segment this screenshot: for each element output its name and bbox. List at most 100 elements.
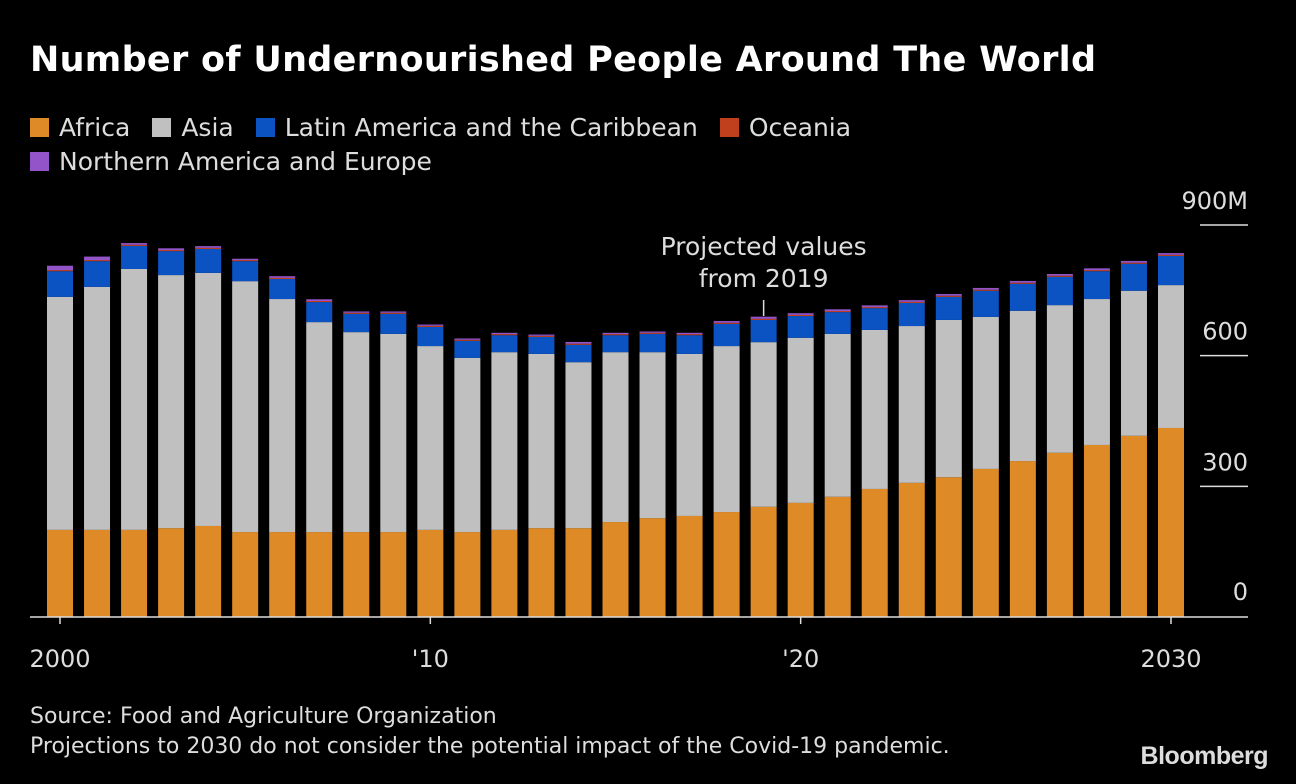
bar-2003 <box>158 248 185 617</box>
bar-2025 <box>972 287 999 617</box>
bar-segment <box>84 261 111 287</box>
y-tick-label: 600 <box>1202 318 1248 346</box>
bar-segment <box>195 247 222 249</box>
bar-segment <box>1158 285 1184 428</box>
bar-segment <box>861 488 888 617</box>
bar-segment <box>713 322 740 324</box>
bar-segment <box>824 333 851 497</box>
bar-2030 <box>1158 253 1184 617</box>
bar-2020 <box>787 313 814 617</box>
bar-segment <box>380 333 407 533</box>
bar-segment <box>454 339 481 341</box>
bar-2016 <box>639 331 666 617</box>
bar-2001 <box>84 256 111 617</box>
bar-segment <box>158 250 185 252</box>
bar-segment <box>1158 427 1184 617</box>
bar-segment <box>491 332 518 335</box>
bar-segment <box>972 287 999 290</box>
bar-segment <box>787 337 814 503</box>
bar-segment <box>824 312 851 334</box>
bar-segment <box>380 312 407 314</box>
bar-segment <box>269 277 296 280</box>
bar-segment <box>491 352 518 530</box>
legend-swatch <box>255 117 275 137</box>
bar-segment <box>1046 276 1073 306</box>
bar-2028 <box>1083 268 1110 617</box>
bar-segment <box>639 332 666 334</box>
legend-label: Oceania <box>748 112 852 142</box>
bar-segment <box>1120 290 1147 436</box>
bar-segment <box>454 340 481 358</box>
bar-segment <box>1158 253 1184 255</box>
bar-segment <box>1120 435 1147 617</box>
bar-segment <box>565 341 592 344</box>
bar-segment <box>158 275 185 529</box>
bar-segment <box>787 316 814 338</box>
bar-segment <box>713 321 740 323</box>
bar-segment <box>232 532 259 617</box>
bar-segment <box>898 302 925 327</box>
bar-segment <box>528 334 555 336</box>
y-tick-label: 0 <box>1233 578 1248 606</box>
bar-segment <box>898 301 925 303</box>
bar-segment <box>417 346 444 530</box>
bar-segment <box>750 318 777 320</box>
bar-segment <box>713 346 740 513</box>
y-tick-label: 300 <box>1202 448 1248 476</box>
y-tick-label: 900M <box>1181 187 1248 215</box>
bar-segment <box>491 529 518 617</box>
bar-segment <box>1046 305 1073 453</box>
bar-segment <box>195 246 222 248</box>
bar-segment <box>158 251 185 276</box>
bar-segment <box>47 270 73 272</box>
bar-segment <box>47 271 73 297</box>
bar-segment <box>454 338 481 340</box>
legend-swatch <box>30 117 49 137</box>
bar-2022 <box>861 305 888 617</box>
bar-2017 <box>676 332 703 617</box>
legend-label: Asia <box>181 112 234 142</box>
bar-2014 <box>565 341 592 617</box>
legend-swatch <box>152 117 172 137</box>
bar-segment <box>158 528 185 617</box>
bar-segment <box>491 335 518 353</box>
bar-segment <box>343 532 370 617</box>
annotation-line2: from 2019 <box>699 264 829 293</box>
bar-segment <box>1158 254 1184 256</box>
x-tick-label: '10 <box>412 645 449 673</box>
bar-segment <box>232 261 259 282</box>
bar-segment <box>528 335 555 337</box>
bar-2011 <box>454 338 481 617</box>
bar-segment <box>898 326 925 483</box>
bar-segment <box>269 532 296 617</box>
bar-segment <box>602 522 629 617</box>
bar-segment <box>972 289 999 291</box>
bar-segment <box>84 286 111 530</box>
bar-segment <box>232 258 259 261</box>
bar-segment <box>861 308 888 330</box>
bar-segment <box>84 256 111 261</box>
bar-segment <box>713 512 740 617</box>
bar-segment <box>935 295 962 297</box>
bar-segment <box>1009 283 1036 311</box>
bar-segment <box>972 290 999 317</box>
bar-segment <box>565 344 592 363</box>
bar-segment <box>47 529 73 617</box>
bar-segment <box>750 316 777 319</box>
bar-segment <box>454 532 481 617</box>
bar-segment <box>565 362 592 529</box>
bar-2019 <box>750 316 777 617</box>
bar-segment <box>1046 274 1073 276</box>
bar-segment <box>676 334 703 336</box>
x-tick-label: '20 <box>782 645 819 673</box>
bar-2006 <box>269 276 296 617</box>
x-tick-label: 2000 <box>29 645 90 673</box>
legend: Africa Asia Latin America and the Caribbea… <box>30 110 1030 178</box>
bar-2015 <box>602 332 629 617</box>
bar-segment <box>1009 280 1036 283</box>
bar-2012 <box>491 332 518 617</box>
bar-segment <box>343 313 370 333</box>
bar-segment <box>417 326 444 347</box>
bar-segment <box>935 296 962 320</box>
bar-segment <box>787 314 814 317</box>
